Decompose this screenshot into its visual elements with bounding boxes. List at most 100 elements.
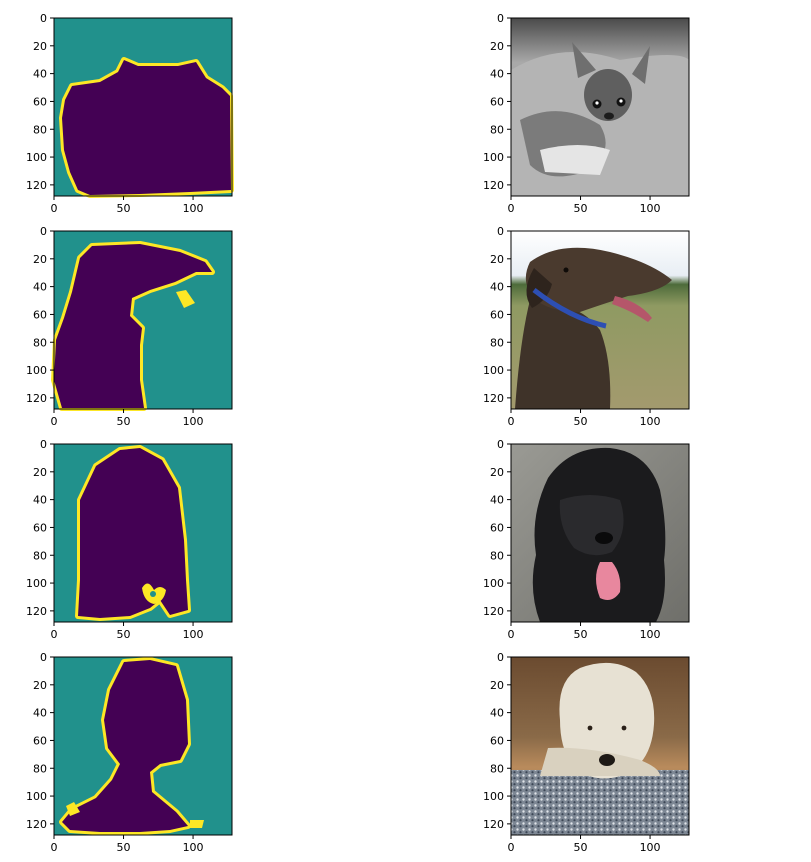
y-tick-label: 80 (490, 762, 504, 775)
y-tick-label: 20 (490, 679, 504, 692)
y-tick-label: 100 (483, 364, 504, 377)
y-tick-label: 40 (490, 494, 504, 507)
y-tick-label: 40 (490, 68, 504, 81)
axes-frame (510, 17, 690, 197)
y-tick-label: 80 (33, 762, 47, 775)
x-tick-label: 50 (574, 415, 588, 428)
y-tick-label: 40 (33, 281, 47, 294)
cream-shaggy-dog-photo (511, 657, 689, 835)
segmentation-mask-image (54, 657, 232, 835)
y-tick-label: 40 (490, 707, 504, 720)
x-tick-label: 0 (508, 202, 515, 215)
y-tick-label: 0 (40, 225, 47, 238)
x-tick-label: 50 (117, 841, 131, 854)
y-tick-label: 60 (33, 734, 47, 747)
axes-frame (510, 443, 690, 623)
x-tick-label: 50 (117, 628, 131, 641)
mask-panel-1: 0 50 100 0 20 40 60 80 100 120 (26, 12, 234, 215)
x-tick-label: 0 (51, 628, 58, 641)
y-tick-label: 0 (40, 12, 47, 25)
y-tick-label: 120 (26, 605, 47, 618)
x-tick-label: 50 (574, 628, 588, 641)
y-tick-label: 40 (33, 494, 47, 507)
y-tick-label: 20 (33, 679, 47, 692)
y-tick-label: 100 (26, 577, 47, 590)
y-tick-label: 40 (33, 707, 47, 720)
y-tick-label: 100 (26, 151, 47, 164)
x-tick-label: 100 (640, 415, 661, 428)
x-tick-label: 0 (51, 202, 58, 215)
black-newfoundland-dog-photo (511, 444, 689, 622)
axes-frame (53, 443, 233, 623)
x-tick-label: 100 (640, 628, 661, 641)
x-tick-label: 0 (51, 415, 58, 428)
photo-panel-4: 0 50 100 0 20 40 60 80 100 120 (483, 651, 690, 854)
segmentation-mask-image (54, 18, 234, 198)
y-tick-label: 40 (490, 281, 504, 294)
axes-frame (53, 17, 233, 197)
y-tick-label: 80 (490, 123, 504, 136)
y-tick-label: 100 (483, 790, 504, 803)
y-tick-label: 120 (483, 179, 504, 192)
mask-panel-2: 0 50 100 0 20 40 60 80 100 120 (26, 225, 233, 428)
y-tick-label: 60 (490, 308, 504, 321)
y-tick-label: 60 (490, 521, 504, 534)
x-tick-label: 100 (183, 628, 204, 641)
y-tick-label: 80 (490, 549, 504, 562)
photo-panel-1: 0 50 100 0 20 40 60 80 100 120 (483, 12, 690, 215)
x-tick-label: 100 (640, 202, 661, 215)
y-tick-label: 60 (490, 734, 504, 747)
y-tick-label: 0 (40, 438, 47, 451)
x-tick-label: 100 (183, 841, 204, 854)
y-tick-label: 120 (26, 179, 47, 192)
x-tick-label: 50 (574, 202, 588, 215)
photo-panel-3: 0 50 100 0 20 40 60 80 100 120 (483, 438, 690, 641)
y-tick-label: 0 (40, 651, 47, 664)
segmentation-mask-image (51, 231, 232, 411)
y-tick-label: 120 (26, 392, 47, 405)
y-tick-label: 0 (497, 225, 504, 238)
y-tick-label: 60 (33, 308, 47, 321)
mask-panel-3: 0 50 100 0 20 40 60 80 100 120 (26, 438, 233, 641)
y-tick-label: 20 (490, 253, 504, 266)
x-tick-label: 0 (51, 841, 58, 854)
x-tick-label: 100 (640, 841, 661, 854)
segmentation-mask-image (54, 444, 232, 622)
y-tick-label: 20 (33, 40, 47, 53)
x-tick-label: 0 (508, 415, 515, 428)
axes-frame (53, 230, 233, 410)
y-tick-label: 100 (483, 151, 504, 164)
y-tick-label: 120 (483, 392, 504, 405)
axes-frame (510, 230, 690, 410)
x-tick-label: 50 (117, 415, 131, 428)
x-tick-label: 50 (574, 841, 588, 854)
y-tick-label: 20 (33, 466, 47, 479)
y-tick-label: 60 (33, 521, 47, 534)
x-tick-label: 100 (183, 202, 204, 215)
y-tick-label: 80 (490, 336, 504, 349)
x-tick-label: 0 (508, 841, 515, 854)
y-tick-label: 80 (33, 336, 47, 349)
x-tick-label: 0 (508, 628, 515, 641)
y-tick-label: 100 (483, 577, 504, 590)
y-tick-label: 60 (33, 95, 47, 108)
y-tick-label: 120 (26, 818, 47, 831)
axes-frame (53, 656, 233, 836)
brown-pointer-dog-photo (511, 231, 689, 409)
photo-panel-2: 0 50 100 0 20 40 60 80 100 120 (483, 225, 690, 428)
y-tick-label: 20 (490, 466, 504, 479)
y-tick-label: 40 (33, 68, 47, 81)
y-tick-label: 20 (490, 40, 504, 53)
y-tick-label: 80 (33, 123, 47, 136)
chihuahua-grayscale-photo (511, 18, 689, 196)
y-tick-label: 100 (26, 364, 47, 377)
mask-panel-4: 0 50 100 0 20 40 60 80 100 120 (26, 651, 233, 854)
y-tick-label: 120 (483, 818, 504, 831)
y-tick-label: 0 (497, 651, 504, 664)
y-tick-label: 100 (26, 790, 47, 803)
y-tick-label: 120 (483, 605, 504, 618)
y-tick-label: 60 (490, 95, 504, 108)
y-tick-label: 20 (33, 253, 47, 266)
axes-frame (510, 656, 690, 836)
